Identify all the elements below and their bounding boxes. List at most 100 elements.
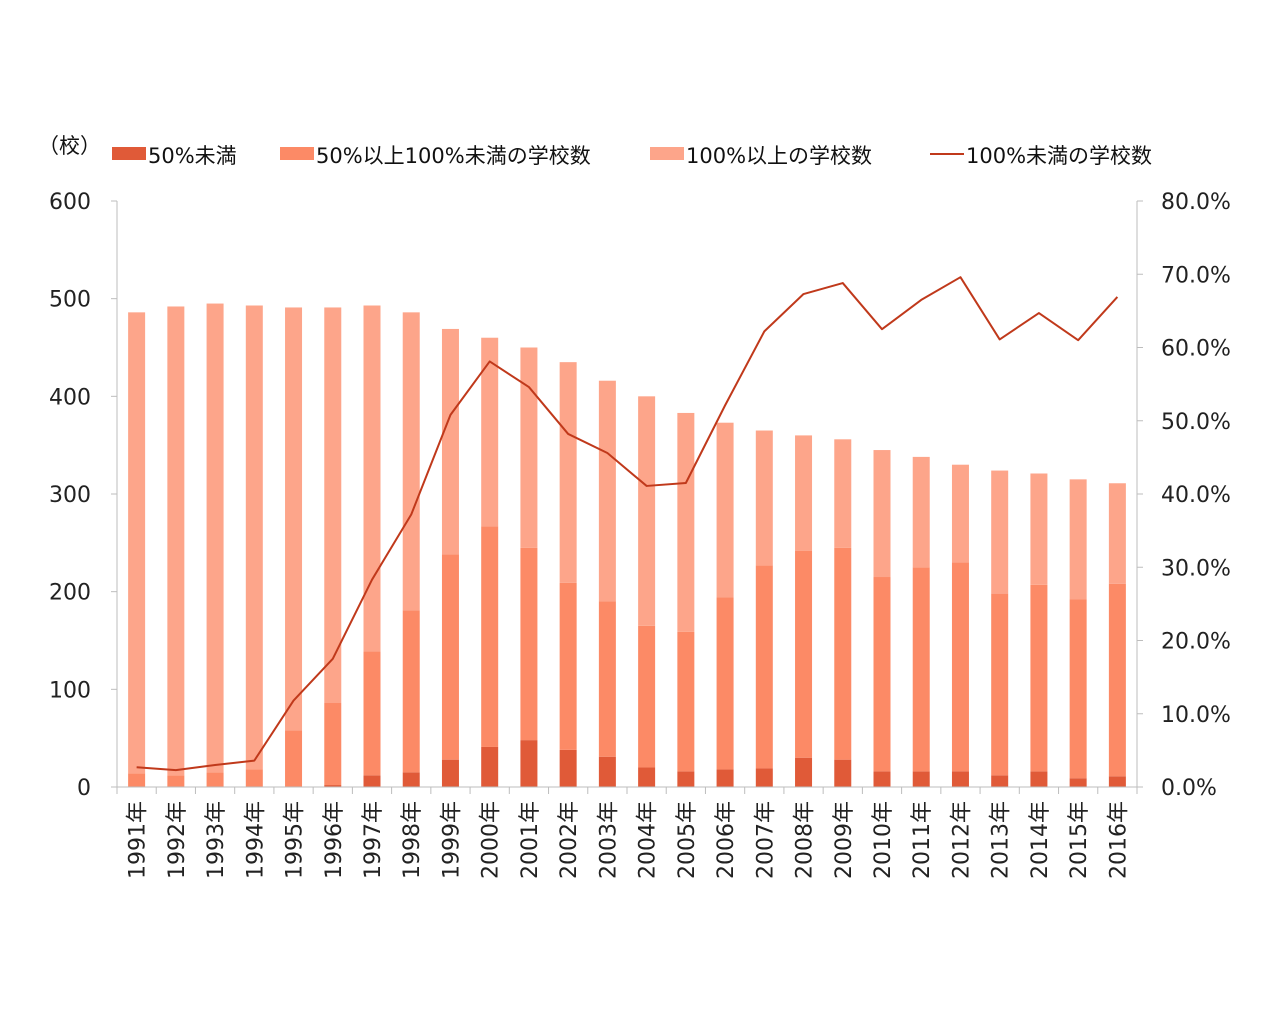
bar-segment (991, 470, 1009, 594)
y-right-tick-label: 0.0% (1161, 776, 1217, 801)
bar-segment (912, 456, 930, 568)
bar-segment (167, 306, 185, 776)
bar-segment (206, 772, 224, 787)
bar-segment (1069, 778, 1087, 787)
y-right-tick-label: 40.0% (1161, 483, 1231, 508)
axes (111, 200, 1143, 794)
bar-segment (873, 450, 891, 578)
bar-segment (795, 550, 813, 758)
x-tick-label: 2000年 (479, 801, 504, 879)
x-tick-label: 2012年 (949, 801, 974, 879)
y-left-tick-label: 0 (77, 776, 91, 801)
bar-segment (716, 769, 734, 787)
bar-segment (441, 328, 459, 555)
legend-label: 100%未満の学校数 (966, 144, 1152, 168)
x-tick-label: 1992年 (165, 801, 190, 879)
y-right-tick-label: 10.0% (1161, 703, 1231, 728)
y-left-tick-label: 600 (49, 190, 91, 215)
x-tick-label: 2005年 (675, 801, 700, 879)
y-right-tick-label: 50.0% (1161, 410, 1231, 435)
bar-segment (559, 582, 577, 750)
x-tick-label: 2002年 (557, 801, 582, 879)
y-right-tick-label: 70.0% (1161, 263, 1231, 288)
bar-segment (363, 775, 381, 787)
bar-segment (1069, 479, 1087, 600)
bar-segment (245, 305, 263, 770)
bar-segment (716, 597, 734, 770)
bar-segment (1108, 776, 1126, 787)
bar-segment (638, 396, 656, 626)
legend-swatch (650, 147, 684, 160)
bar-segment (481, 337, 499, 527)
bar-segment (677, 631, 695, 772)
x-tick-label: 2008年 (793, 801, 818, 879)
bar-segment (951, 464, 969, 563)
bar-segment (755, 768, 773, 787)
bar-segment (795, 435, 813, 551)
bar-segment (128, 312, 146, 774)
legend-swatch (280, 147, 314, 160)
y-left-tick-label: 300 (49, 483, 91, 508)
bar-segment (363, 305, 381, 652)
bar-segment (638, 767, 656, 787)
line-layer (136, 276, 1119, 772)
x-tick-label: 2011年 (910, 801, 935, 879)
bar-segment (481, 526, 499, 747)
x-tick-label: 2003年 (596, 801, 621, 879)
bar-segment (755, 565, 773, 769)
bar-segment (991, 593, 1009, 776)
bar-segment (873, 771, 891, 787)
ticks: 0 100 200 300 400 500 600 0.0% 10.0% 20.0% 30.0% 40… (49, 190, 1231, 879)
bar-segment (638, 625, 656, 768)
x-tick-label: 1995年 (283, 801, 308, 879)
bar-segment (795, 757, 813, 787)
bar-segment (324, 703, 342, 786)
bar-segment (951, 771, 969, 787)
bar-segment (324, 785, 342, 787)
bar-segment (1030, 584, 1048, 772)
x-tick-label: 2001年 (518, 801, 543, 879)
bar-segment (324, 307, 342, 704)
bar-segment (834, 439, 852, 548)
bar-segment (598, 601, 616, 757)
bar-segment (245, 769, 263, 787)
bar-segment (912, 567, 930, 772)
bar-segment (520, 347, 538, 548)
bar-segment (716, 422, 734, 598)
y-right-tick-label: 80.0% (1161, 190, 1231, 215)
bar-segment (755, 430, 773, 566)
bar-segment (912, 771, 930, 787)
y-left-tick-label: 400 (49, 385, 91, 410)
bar-segment (128, 773, 146, 787)
x-tick-label: 1996年 (322, 801, 347, 879)
bar-segment (873, 577, 891, 772)
bar-segment (402, 772, 420, 787)
bar-segment (206, 303, 224, 773)
legend-label: 50%未満 (148, 144, 237, 168)
x-tick-label: 2010年 (871, 801, 896, 879)
y-right-tick-label: 20.0% (1161, 630, 1231, 655)
x-tick-label: 2004年 (636, 801, 661, 879)
bar-segment (1108, 483, 1126, 584)
x-tick-label: 2009年 (832, 801, 857, 879)
y-left-tick-label: 500 (49, 288, 91, 313)
bar-segment (559, 749, 577, 787)
bar-segment (285, 307, 303, 731)
x-tick-label: 2006年 (714, 801, 739, 879)
bar-segment (363, 651, 381, 776)
bar-segment (951, 562, 969, 772)
bar-segment (285, 730, 303, 787)
bar-segment (1030, 473, 1048, 585)
y-left-tick-label: 200 (49, 581, 91, 606)
x-tick-label: 2016年 (1106, 801, 1131, 879)
bar-segment (834, 759, 852, 787)
bar-segment (598, 756, 616, 787)
bar-segment (677, 412, 695, 632)
legend-label: 50%以上100%未満の学校数 (316, 144, 591, 168)
x-tick-label: 2015年 (1067, 801, 1092, 879)
x-tick-label: 1993年 (204, 801, 229, 879)
y-unit-label: （校） (38, 134, 101, 158)
x-tick-label: 1997年 (361, 801, 386, 879)
bar-segment (402, 312, 420, 611)
